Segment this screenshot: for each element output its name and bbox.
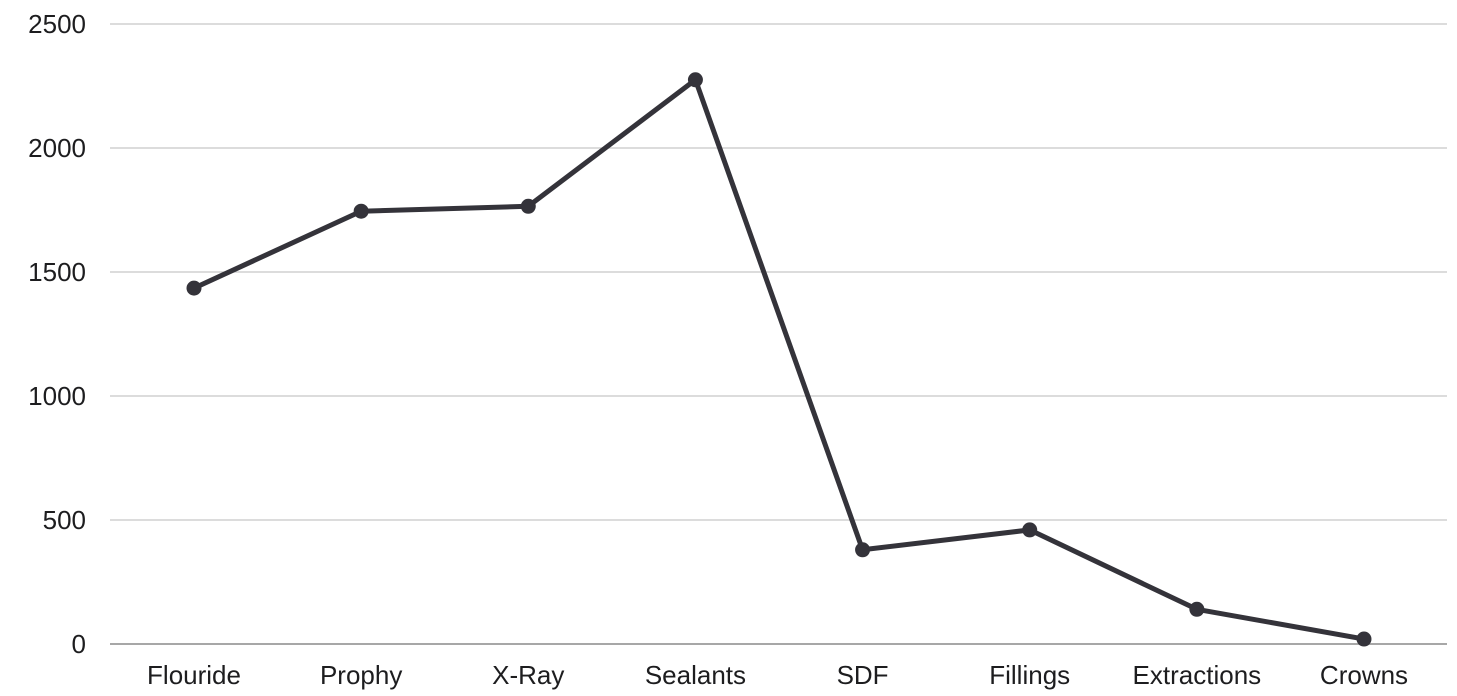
- data-point-sdf[interactable]: [855, 542, 871, 558]
- x-tick-label: Extractions: [1133, 660, 1262, 690]
- y-tick-label: 500: [43, 505, 86, 535]
- y-tick-label: 2000: [28, 133, 86, 163]
- x-tick-label: Flouride: [147, 660, 241, 690]
- x-tick-label: X-Ray: [492, 660, 564, 690]
- gridlines: [110, 23, 1447, 645]
- x-tick-label: SDF: [837, 660, 889, 690]
- x-axis-ticks: Flouride Prophy X-Ray Sealants SDF Fillings Ex…: [147, 660, 1408, 690]
- data-point-prophy[interactable]: [353, 203, 369, 219]
- series: [186, 72, 1372, 647]
- data-point-x-ray[interactable]: [520, 198, 536, 214]
- data-point-crowns[interactable]: [1356, 631, 1372, 647]
- y-tick-label: 1000: [28, 381, 86, 411]
- data-point-flouride[interactable]: [186, 280, 202, 296]
- series-line: [191, 77, 1367, 642]
- x-tick-label: Crowns: [1320, 660, 1408, 690]
- data-point-extractions[interactable]: [1189, 601, 1205, 617]
- x-tick-label: Fillings: [989, 660, 1070, 690]
- data-point-fillings[interactable]: [1022, 522, 1038, 538]
- x-tick-label: Prophy: [320, 660, 402, 690]
- y-axis-ticks: 0 500 1000 1500 2000 2500: [28, 9, 86, 659]
- x-tick-label: Sealants: [645, 660, 746, 690]
- y-tick-label: 0: [72, 629, 86, 659]
- y-tick-label: 2500: [28, 9, 86, 39]
- data-point-sealants[interactable]: [687, 72, 703, 88]
- y-tick-label: 1500: [28, 257, 86, 287]
